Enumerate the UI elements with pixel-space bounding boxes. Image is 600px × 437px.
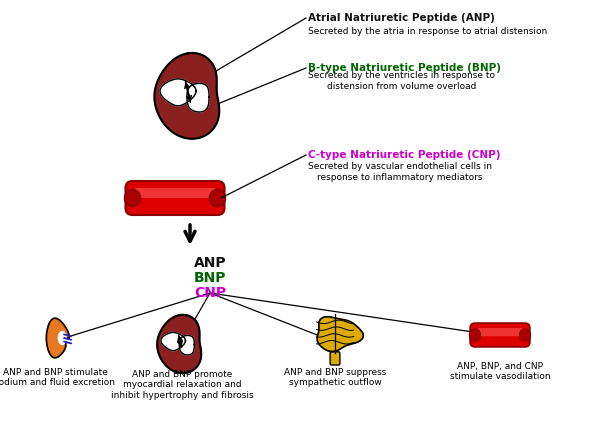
Polygon shape xyxy=(187,83,209,112)
Polygon shape xyxy=(154,53,219,139)
Ellipse shape xyxy=(125,190,140,207)
Text: CNP: CNP xyxy=(194,286,226,300)
Text: B-type Natriuretic Peptide (BNP): B-type Natriuretic Peptide (BNP) xyxy=(308,63,501,73)
Ellipse shape xyxy=(469,329,481,341)
Text: C-type Natriuretic Peptide (CNP): C-type Natriuretic Peptide (CNP) xyxy=(308,150,500,160)
Polygon shape xyxy=(179,336,194,355)
Text: ANP and BNP suppress
sympathetic outflow: ANP and BNP suppress sympathetic outflow xyxy=(284,368,386,387)
Polygon shape xyxy=(160,79,196,106)
Text: ANP, BNP, and CNP
stimulate vasodilation: ANP, BNP, and CNP stimulate vasodilation xyxy=(449,362,550,382)
Text: BNP: BNP xyxy=(194,271,226,285)
Ellipse shape xyxy=(58,331,67,345)
Text: ANP and BNP promote
myocardial relaxation and
inhibit hypertrophy and fibrosis: ANP and BNP promote myocardial relaxatio… xyxy=(110,370,253,400)
FancyBboxPatch shape xyxy=(477,328,523,336)
Text: ANP and BNP stimulate
sodium and fluid excretion: ANP and BNP stimulate sodium and fluid e… xyxy=(0,368,115,387)
Polygon shape xyxy=(157,315,201,373)
FancyBboxPatch shape xyxy=(134,188,215,198)
Ellipse shape xyxy=(520,329,530,341)
FancyBboxPatch shape xyxy=(470,323,530,347)
Text: Atrial Natriuretic Peptide (ANP): Atrial Natriuretic Peptide (ANP) xyxy=(308,13,495,23)
Polygon shape xyxy=(161,333,185,351)
Ellipse shape xyxy=(209,190,226,207)
Text: Secreted by vascular endothelial cells in
response to inflammatory mediators: Secreted by vascular endothelial cells i… xyxy=(308,162,492,182)
Polygon shape xyxy=(317,317,363,351)
Polygon shape xyxy=(46,318,70,358)
Text: ANP: ANP xyxy=(194,256,226,270)
FancyBboxPatch shape xyxy=(330,352,340,365)
Text: Secreted by the atria in response to atrial distension: Secreted by the atria in response to atr… xyxy=(308,27,547,35)
Text: Secreted by the ventricles in response to
distension from volume overload: Secreted by the ventricles in response t… xyxy=(308,71,495,91)
FancyBboxPatch shape xyxy=(125,181,224,215)
